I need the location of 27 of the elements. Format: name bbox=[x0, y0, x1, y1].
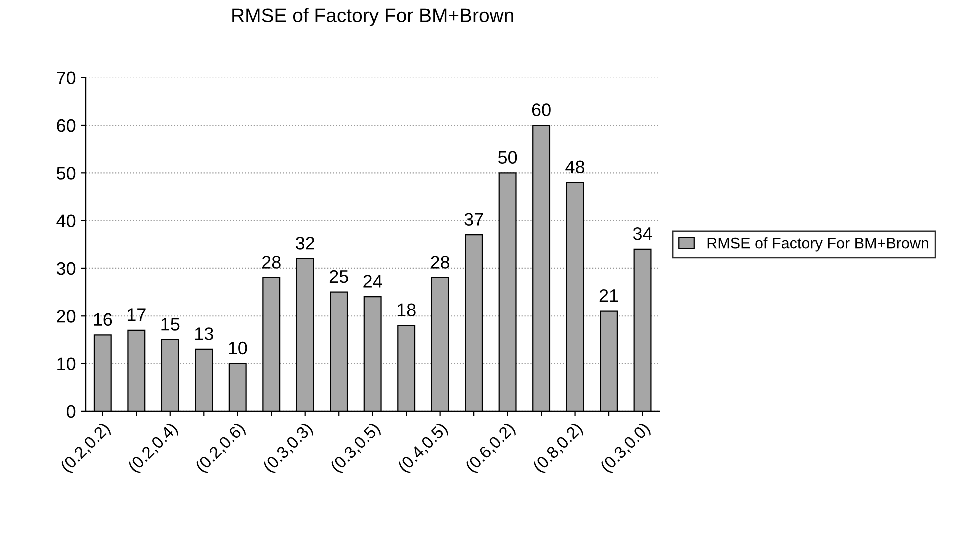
y-tick-label: 50 bbox=[56, 167, 76, 180]
y-tick-label: 40 bbox=[56, 214, 76, 228]
y-tick-label: 30 bbox=[56, 262, 76, 276]
data-label: 37 bbox=[464, 213, 484, 226]
data-label: 25 bbox=[330, 270, 348, 284]
y-tick-label: 70 bbox=[57, 72, 76, 85]
legend-label: RMSE of Factory For BM+Brown bbox=[708, 238, 928, 252]
data-label: 28 bbox=[262, 256, 281, 269]
data-label: 34 bbox=[633, 227, 652, 240]
data-label: 50 bbox=[498, 151, 518, 164]
data-label: 16 bbox=[94, 313, 112, 326]
y-tick-label: 10 bbox=[58, 358, 76, 371]
data-label: 21 bbox=[600, 289, 618, 302]
data-label: 18 bbox=[398, 304, 416, 317]
data-label: 60 bbox=[532, 104, 551, 116]
data-label: 10 bbox=[229, 342, 248, 355]
y-tick-label: 20 bbox=[57, 310, 76, 323]
data-label: 15 bbox=[162, 318, 180, 331]
data-label: 24 bbox=[364, 275, 382, 288]
data-label: 28 bbox=[431, 256, 450, 269]
data-label: 32 bbox=[296, 237, 314, 250]
data-label: 17 bbox=[128, 308, 146, 322]
y-tick-label: 0 bbox=[66, 405, 76, 418]
data-label: 48 bbox=[566, 160, 585, 174]
y-tick-label: 60 bbox=[57, 119, 76, 132]
chart-title: RMSE of Factory For BM+Brown bbox=[232, 8, 514, 26]
data-label: 13 bbox=[195, 328, 214, 340]
